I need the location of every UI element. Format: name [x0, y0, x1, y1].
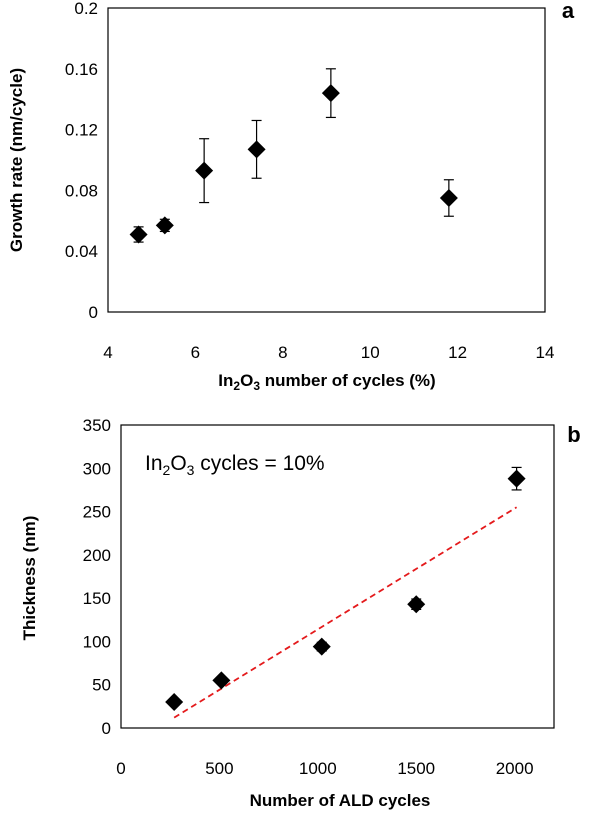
y-tick-label: 0.04 — [65, 242, 98, 261]
x-axis-label-a-pre: In — [218, 371, 233, 390]
annotation-b-sub1: 2 — [163, 462, 171, 478]
y-tick-label: 0.16 — [65, 60, 98, 79]
diamond-marker — [165, 693, 184, 712]
diamond-marker — [507, 469, 526, 488]
data-point — [129, 225, 148, 244]
panel-label-a: a — [562, 0, 575, 23]
x-axis-label-a-sub2: 3 — [253, 379, 260, 393]
x-axis-label-a-sub1: 2 — [233, 379, 240, 393]
data-point — [321, 68, 340, 119]
data-point — [247, 119, 266, 179]
x-tick-label: 10 — [361, 343, 380, 362]
data-point — [165, 693, 184, 712]
x-tick-label: 2000 — [496, 759, 534, 778]
diamond-marker — [247, 140, 266, 159]
plot-area-b — [120, 424, 555, 729]
diamond-marker — [155, 216, 174, 235]
x-axis-label-a: In2O3 number of cycles (%) — [218, 371, 435, 393]
data-points-a — [129, 68, 458, 244]
x-tick-label: 4 — [103, 343, 112, 362]
chart-panel-b: 0 50 100 150 200 250 300 350 0 500 1000 1500 2000 b… — [20, 416, 581, 810]
data-point — [439, 179, 458, 217]
y-tick-label: 0.12 — [65, 121, 98, 140]
diamond-marker — [195, 161, 214, 180]
x-tick-label: 0 — [116, 759, 125, 778]
x-axis-label-a-mid: O — [240, 371, 253, 390]
annotation-b-post: cycles = 10% — [194, 452, 324, 475]
x-tick-label: 500 — [205, 759, 233, 778]
data-point — [212, 671, 231, 690]
diamond-marker — [321, 84, 340, 103]
x-tick-label: 8 — [278, 343, 287, 362]
plot-area-a — [107, 7, 546, 313]
y-tick-label: 0 — [102, 719, 111, 738]
x-tick-labels-a: 4 6 8 10 12 14 — [103, 343, 554, 362]
x-axis-label-a-post: number of cycles (%) — [260, 371, 436, 390]
y-axis-label-a: Growth rate (nm/cycle) — [7, 68, 26, 252]
y-tick-label: 200 — [83, 546, 111, 565]
annotation-b-mid: O — [170, 452, 186, 475]
y-axis-label-b: Thickness (nm) — [20, 516, 39, 641]
data-point — [312, 637, 331, 656]
y-tick-labels-a: 0 0.04 0.08 0.12 0.16 0.2 — [65, 0, 98, 322]
annotation-b-pre: In — [145, 452, 163, 475]
x-tick-label: 1000 — [299, 759, 337, 778]
y-tick-label: 0.2 — [74, 0, 98, 18]
y-tick-label: 0.08 — [65, 181, 98, 200]
trendline-b — [173, 506, 518, 719]
x-tick-label: 6 — [191, 343, 200, 362]
y-tick-label: 250 — [83, 503, 111, 522]
x-tick-label: 12 — [448, 343, 467, 362]
diamond-marker — [439, 189, 458, 207]
data-point — [155, 216, 174, 235]
data-points-b — [165, 466, 526, 712]
annotation-b-sub2: 3 — [187, 462, 195, 478]
x-tick-label: 14 — [536, 343, 555, 362]
diamond-marker — [407, 595, 426, 614]
data-point — [407, 595, 426, 614]
x-tick-label: 1500 — [397, 759, 435, 778]
annotation-b: In2O3 cycles = 10% — [145, 452, 325, 478]
y-tick-label: 0 — [89, 303, 98, 322]
y-tick-label: 300 — [83, 459, 111, 478]
y-tick-label: 150 — [83, 589, 111, 608]
data-point — [195, 138, 214, 204]
chart-panel-a: 0 0.04 0.08 0.12 0.16 0.2 4 6 8 10 12 14 a Growth … — [7, 0, 575, 393]
x-axis-label-b: Number of ALD cycles — [250, 791, 431, 810]
y-tick-label: 50 — [92, 676, 111, 695]
y-tick-label: 350 — [83, 416, 111, 435]
x-tick-labels-b: 0 500 1000 1500 2000 — [116, 759, 533, 778]
y-tick-labels-b: 0 50 100 150 200 250 300 350 — [83, 416, 111, 738]
diamond-marker — [129, 225, 148, 244]
data-point — [507, 466, 526, 491]
diamond-marker — [212, 671, 231, 690]
diamond-marker — [312, 637, 331, 656]
panel-label-b: b — [567, 422, 580, 447]
y-tick-label: 100 — [83, 632, 111, 651]
